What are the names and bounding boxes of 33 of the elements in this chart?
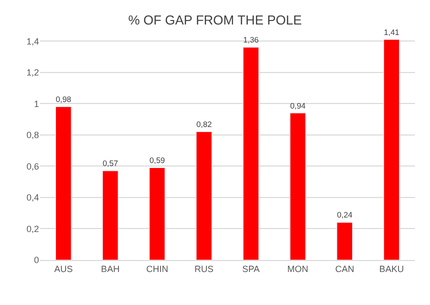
bar: [149, 168, 166, 260]
bar: [242, 47, 259, 260]
x-tick-label: RUS: [194, 264, 214, 274]
bar: [290, 112, 306, 260]
y-tick-label: 1,2: [26, 68, 39, 78]
x-tick-label: AUS: [54, 264, 73, 274]
y-tick-label: 0: [34, 255, 39, 266]
y-tick-label: 1: [34, 98, 39, 109]
x-tick-label: CAN: [335, 264, 354, 274]
bar: [384, 39, 400, 260]
bar: [55, 106, 72, 260]
data-label: 0,24: [336, 210, 353, 220]
chart-title: % OF GAP FROM THE POLE: [128, 12, 302, 28]
x-tick-label: BAKU: [379, 264, 404, 274]
x-tick-label: BAH: [101, 264, 120, 274]
data-label: 0,82: [196, 120, 212, 130]
x-tick-label: SPA: [242, 264, 260, 274]
y-tick-label: 0,4: [26, 192, 39, 203]
y-tick-label: 0,6: [26, 161, 39, 172]
data-label: 1,36: [243, 36, 260, 45]
y-tick-label: 0,2: [26, 224, 39, 234]
bar: [196, 132, 212, 260]
bar: [336, 222, 353, 260]
x-tick-label: CHIN: [146, 264, 168, 274]
data-label: 0,98: [56, 95, 72, 104]
data-label: 0,59: [149, 156, 166, 165]
data-label: 0,94: [290, 101, 306, 110]
y-tick-label: 0,8: [26, 130, 39, 140]
data-label: 0,57: [102, 159, 119, 168]
x-tick-label: MON: [287, 264, 308, 274]
data-label: 1,41: [384, 28, 400, 37]
bar: [102, 170, 118, 260]
y-tick-label: 1,4: [26, 36, 39, 46]
